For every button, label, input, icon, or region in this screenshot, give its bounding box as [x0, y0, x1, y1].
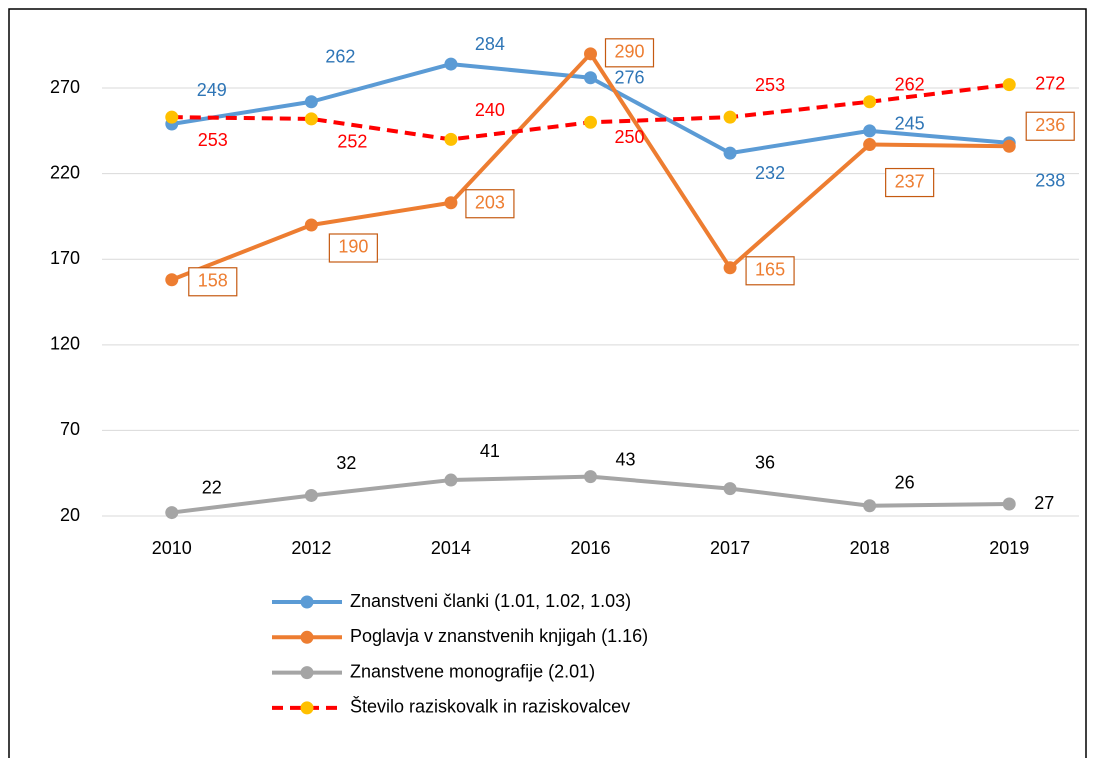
- data-label: 240: [475, 100, 505, 120]
- data-label: 276: [614, 68, 644, 88]
- y-tick-label: 70: [60, 419, 80, 439]
- data-point: [584, 71, 597, 85]
- data-point: [723, 482, 737, 496]
- data-label: 238: [1035, 171, 1065, 191]
- data-label: 253: [198, 130, 228, 150]
- data-point: [723, 146, 737, 160]
- data-point: [584, 115, 597, 129]
- data-point: [304, 112, 318, 126]
- data-label: 41: [480, 441, 500, 461]
- data-label: 190: [338, 237, 368, 257]
- x-tick-label: 2012: [291, 538, 331, 558]
- x-tick-label: 2017: [710, 538, 750, 558]
- data-label: 262: [325, 46, 355, 66]
- data-point: [165, 110, 179, 124]
- label-box: [328, 233, 378, 263]
- label-box: [188, 267, 238, 297]
- data-point: [444, 57, 458, 71]
- legend-marker: [300, 701, 314, 715]
- x-tick-label: 2018: [850, 538, 890, 558]
- data-point: [723, 110, 737, 124]
- y-tick-label: 20: [60, 505, 80, 525]
- data-label: 22: [202, 477, 222, 497]
- data-label: 27: [1034, 493, 1054, 513]
- data-point: [584, 47, 597, 61]
- frame: [8, 8, 1087, 758]
- legend-label: Znanstvene monografije (2.01): [350, 661, 595, 681]
- data-point: [165, 506, 179, 520]
- data-point: [304, 95, 318, 109]
- y-tick-label: 220: [50, 162, 80, 182]
- data-label: 272: [1035, 73, 1065, 93]
- data-point: [723, 261, 737, 275]
- data-point: [444, 196, 458, 210]
- data-label: 253: [755, 75, 785, 95]
- data-label: 158: [198, 271, 228, 291]
- y-tick-label: 120: [50, 334, 80, 354]
- data-point: [444, 132, 458, 146]
- data-label: 262: [895, 74, 925, 94]
- data-point: [863, 499, 877, 513]
- data-label: 236: [1035, 115, 1065, 135]
- data-label: 252: [337, 132, 367, 152]
- legend-marker: [300, 630, 314, 644]
- data-label: 284: [475, 34, 505, 54]
- data-point: [165, 273, 179, 287]
- data-label: 32: [336, 453, 356, 473]
- legend-label: Poglavja v znanstvenih knjigah (1.16): [350, 626, 648, 646]
- label-box: [465, 189, 515, 219]
- legend-label: Znanstveni članki (1.01, 1.02, 1.03): [350, 591, 631, 611]
- data-label: 290: [614, 42, 644, 62]
- data-point: [304, 488, 318, 502]
- data-point: [863, 138, 877, 152]
- label-box: [1025, 111, 1075, 141]
- data-label: 232: [755, 163, 785, 183]
- legend-marker: [300, 595, 314, 609]
- legend-marker: [300, 666, 314, 680]
- data-label: 36: [755, 452, 775, 472]
- data-point: [444, 473, 458, 487]
- x-tick-label: 2019: [989, 538, 1029, 558]
- y-tick-label: 170: [50, 248, 80, 268]
- x-tick-label: 2010: [152, 538, 192, 558]
- data-label: 249: [197, 80, 227, 100]
- data-label: 26: [895, 472, 915, 492]
- x-tick-label: 2016: [570, 538, 610, 558]
- y-tick-label: 270: [50, 77, 80, 97]
- data-point: [304, 218, 318, 232]
- legend-label: Število raziskovalk in raziskovalcev: [350, 696, 630, 717]
- label-box: [604, 38, 655, 68]
- data-label: 43: [615, 449, 635, 469]
- label-box: [885, 167, 935, 198]
- data-point: [863, 95, 877, 109]
- data-label: 165: [755, 260, 785, 280]
- data-point: [1002, 78, 1016, 92]
- data-label: 250: [614, 127, 644, 147]
- data-label: 203: [475, 192, 505, 212]
- data-point: [863, 124, 877, 138]
- data-label: 245: [895, 114, 925, 134]
- data-point: [1002, 497, 1016, 511]
- data-label: 237: [895, 171, 925, 191]
- data-point: [1002, 139, 1016, 153]
- label-box: [745, 256, 795, 286]
- data-point: [584, 470, 597, 484]
- x-tick-label: 2014: [431, 538, 471, 558]
